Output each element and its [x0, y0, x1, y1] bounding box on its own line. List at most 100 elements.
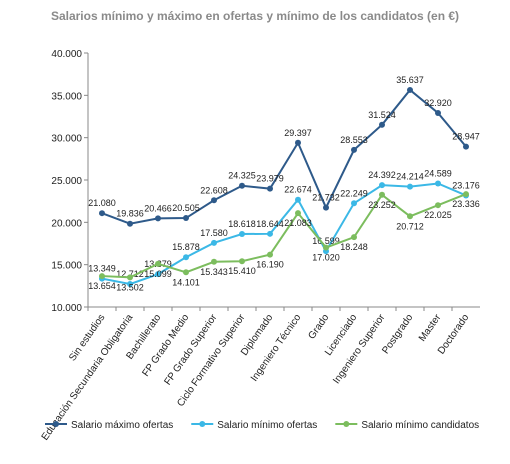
- value-label: 22.674: [284, 185, 312, 195]
- point: [295, 196, 301, 203]
- point: [407, 213, 413, 220]
- point: [183, 215, 189, 222]
- point: [239, 182, 245, 189]
- point: [127, 281, 133, 288]
- value-label: 21.732: [312, 193, 340, 203]
- value-label: 18.618: [228, 219, 256, 229]
- point: [323, 244, 329, 251]
- value-label: 23.336: [452, 199, 480, 209]
- value-label: 13.654: [88, 281, 116, 291]
- value-label: 16.599: [312, 236, 340, 246]
- value-label: 23.979: [256, 174, 284, 184]
- point: [379, 182, 385, 189]
- point: [435, 180, 441, 187]
- point: [183, 269, 189, 276]
- point: [323, 204, 329, 211]
- value-label: 24.325: [228, 171, 256, 181]
- point: [211, 239, 217, 246]
- value-label: 35.637: [396, 75, 424, 85]
- legend-label: Salario máximo ofertas: [71, 420, 173, 431]
- point: [435, 109, 441, 116]
- point: [211, 197, 217, 204]
- value-label: 22.025: [424, 210, 452, 220]
- y-tick-label: 35.000: [51, 91, 82, 102]
- point: [211, 258, 217, 265]
- series-line: [101, 88, 467, 225]
- point: [351, 200, 357, 207]
- value-label: 23.252: [368, 200, 396, 210]
- point: [379, 121, 385, 128]
- legend-marker: [199, 421, 206, 427]
- value-label: 24.214: [396, 172, 424, 182]
- value-label: 18.644: [256, 219, 284, 229]
- value-label: 32.920: [424, 98, 452, 108]
- point: [435, 202, 441, 209]
- point: [407, 183, 413, 190]
- value-label: 28.947: [452, 132, 480, 142]
- x-tick-label: Master: [417, 312, 444, 344]
- chart-title: Salarios mínimo y máximo en ofertas y mí…: [51, 9, 459, 23]
- value-label: 14.101: [172, 277, 200, 287]
- y-tick-label: 30.000: [51, 134, 82, 145]
- value-label: 23.176: [452, 180, 480, 190]
- value-label: 28.553: [340, 135, 368, 145]
- y-tick-label: 20.000: [51, 218, 82, 229]
- y-tick-label: 40.000: [51, 49, 82, 60]
- legend-marker: [343, 421, 350, 427]
- x-tick-label: Ingeniero Técnico: [249, 312, 304, 384]
- legend-label: Salario mínimo candidatos: [361, 420, 479, 431]
- point: [463, 143, 469, 150]
- point: [295, 139, 301, 146]
- point: [351, 146, 357, 153]
- value-label: 15.099: [144, 269, 172, 279]
- value-label: 17.580: [200, 228, 228, 238]
- value-label: 12.712: [116, 269, 144, 279]
- point: [183, 254, 189, 261]
- y-tick-label: 15.000: [51, 261, 82, 272]
- x-tick-label: Grado: [307, 312, 332, 341]
- legend-label: Salario mínimo ofertas: [217, 420, 317, 431]
- point: [351, 234, 357, 241]
- value-label: 15.410: [228, 266, 256, 276]
- point: [239, 231, 245, 238]
- series-line: [101, 193, 467, 279]
- value-label: 20.505: [172, 203, 200, 213]
- value-label: 20.712: [396, 221, 424, 231]
- point: [463, 191, 469, 198]
- value-label: 31.524: [368, 110, 396, 120]
- point: [407, 86, 413, 93]
- value-label: 24.589: [424, 168, 452, 178]
- value-label: 15.343: [200, 267, 228, 277]
- point: [267, 230, 273, 237]
- value-label: 24.392: [368, 170, 396, 180]
- y-tick-label: 10.000: [51, 303, 82, 314]
- x-tick-label: Ingeniero Superior: [331, 312, 388, 386]
- point: [295, 210, 301, 217]
- point: [155, 260, 161, 267]
- value-label: 13.502: [116, 282, 144, 292]
- point: [379, 191, 385, 198]
- series-line: [101, 182, 467, 286]
- point: [155, 271, 161, 278]
- point: [127, 220, 133, 227]
- point: [99, 210, 105, 217]
- point: [267, 185, 273, 192]
- value-label: 22.249: [340, 188, 368, 198]
- value-label: 22.608: [200, 185, 228, 195]
- point: [155, 215, 161, 222]
- value-label: 15.878: [172, 242, 200, 252]
- value-label: 21.080: [88, 198, 116, 208]
- legend-marker: [53, 421, 59, 427]
- y-tick-label: 25.000: [51, 176, 82, 187]
- value-label: 20.466: [144, 203, 172, 213]
- point: [267, 251, 273, 258]
- point: [127, 274, 133, 281]
- point: [99, 273, 105, 280]
- point: [239, 258, 245, 265]
- value-label: 17.020: [312, 253, 340, 263]
- value-label: 13.349: [88, 264, 116, 274]
- value-label: 21.083: [284, 218, 312, 228]
- value-label: 18.248: [340, 242, 368, 252]
- value-label: 29.397: [284, 128, 312, 138]
